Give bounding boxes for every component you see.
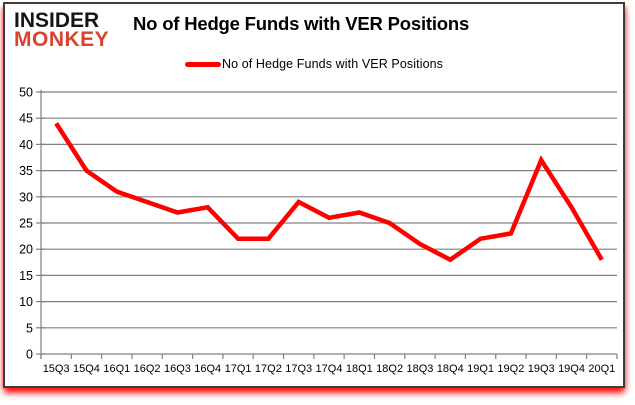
y-tick-label: 30 xyxy=(19,190,33,204)
y-tick-label: 15 xyxy=(19,269,33,283)
y-tick-label: 10 xyxy=(19,295,33,309)
x-tick-label: 17Q4 xyxy=(316,363,343,375)
x-tick-label: 18Q3 xyxy=(406,363,433,375)
x-tick-label: 16Q1 xyxy=(103,363,130,375)
y-tick-label: 40 xyxy=(19,138,33,152)
x-tick-label: 19Q2 xyxy=(497,363,524,375)
x-tick-label: 19Q1 xyxy=(467,363,494,375)
x-tick-label: 19Q4 xyxy=(558,363,585,375)
chart-title: No of Hedge Funds with VER Positions xyxy=(133,13,470,34)
x-tick-label: 19Q3 xyxy=(528,363,555,375)
series-line xyxy=(54,122,604,263)
y-tick-label: 35 xyxy=(19,164,33,178)
y-tick-label: 5 xyxy=(26,321,33,335)
x-tick-label: 15Q3 xyxy=(43,363,70,375)
x-tick-label: 18Q1 xyxy=(346,363,373,375)
chart-legend: No of Hedge Funds with VER Positions xyxy=(5,57,623,71)
legend-line-marker xyxy=(184,61,221,67)
x-tick-label: 18Q2 xyxy=(376,363,403,375)
x-tick-label: 18Q4 xyxy=(437,363,464,375)
x-tick-label: 17Q2 xyxy=(255,363,282,375)
plot-area-wrap: 0 5 10 15 20 25 30 35 40 45 50 15Q3 15Q4 16Q1 16Q2 16Q3… xyxy=(5,80,623,390)
insider-monkey-logo: INSIDER MONKEY xyxy=(14,9,110,52)
x-tick-label: 17Q3 xyxy=(285,363,312,375)
chart-svg: 0 5 10 15 20 25 30 35 40 45 50 15Q3 15Q4 16Q1 16Q2 16Q3… xyxy=(19,86,618,375)
legend-label: No of Hedge Funds with VER Positions xyxy=(221,57,444,71)
y-tick-label: 20 xyxy=(19,243,33,257)
chart-card: INSIDER MONKEY No of Hedge Funds with VE… xyxy=(3,2,625,388)
x-tick-label: 17Q1 xyxy=(225,363,252,375)
y-tick-label: 50 xyxy=(19,86,33,100)
y-tick-label: 45 xyxy=(19,112,33,126)
x-tick-label: 20Q1 xyxy=(588,363,615,375)
logo-text-monkey: MONKEY xyxy=(14,28,110,52)
x-tick-label: 16Q3 xyxy=(164,363,191,375)
y-tick-label: 0 xyxy=(26,348,33,362)
logo-text-insider: INSIDER xyxy=(14,9,100,32)
y-tick-label: 25 xyxy=(19,217,33,231)
x-tick-label: 16Q4 xyxy=(194,363,221,375)
chart-header: INSIDER MONKEY No of Hedge Funds with VE… xyxy=(5,4,623,54)
x-tick-label: 16Q2 xyxy=(134,363,161,375)
x-tick-label: 15Q4 xyxy=(73,363,100,375)
